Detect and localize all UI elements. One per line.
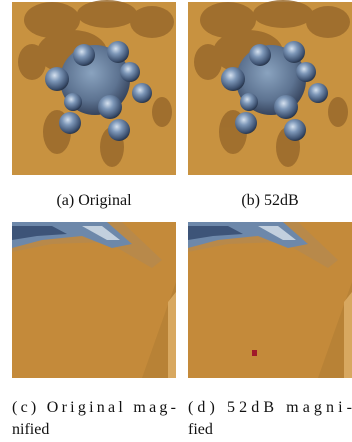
panel-d-image <box>188 222 352 378</box>
caption: (d) 52dB magni- <box>188 399 352 416</box>
panel-c-image <box>12 222 176 378</box>
caption: (a) Original <box>56 192 132 209</box>
caption: (b) 52dB <box>241 192 298 209</box>
figure: (a) Original (b) 52dB (c) Original mag- … <box>0 0 352 442</box>
panel-b-image <box>188 0 352 175</box>
error-pixel <box>252 350 257 356</box>
panel-a-image <box>12 0 176 175</box>
caption: (c) Original mag- <box>12 399 176 416</box>
caption: nified <box>12 421 49 438</box>
caption: fied <box>188 421 213 438</box>
